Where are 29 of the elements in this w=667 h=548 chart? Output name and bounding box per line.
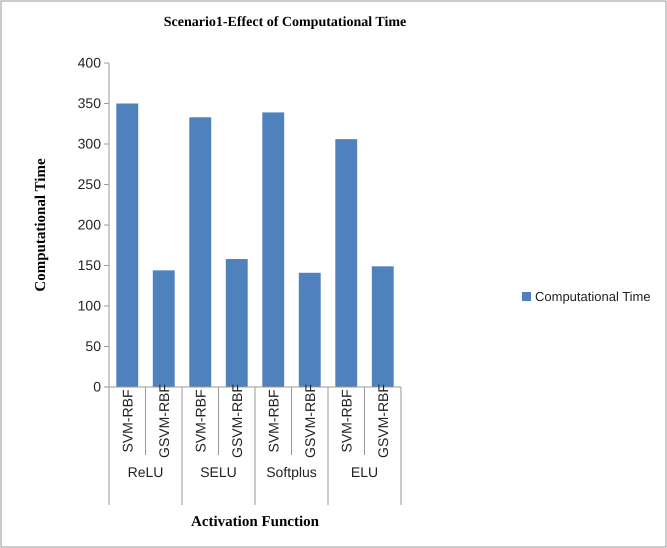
y-tick-label: 300 <box>78 135 102 152</box>
text: Softplus <box>266 464 317 480</box>
bar <box>262 112 284 387</box>
text: SELU <box>200 464 237 480</box>
x-tick-label: SVM-RBF <box>119 390 136 452</box>
x-tick-label: GSVM-RBF <box>374 384 391 458</box>
y-tick-label: 100 <box>78 297 102 314</box>
text: ReLU <box>128 464 164 480</box>
y-tick-label: 150 <box>78 256 102 273</box>
y-tick-label: 350 <box>78 94 102 111</box>
chart-title: Scenario1-Effect of Computational Time <box>164 15 406 30</box>
y-tick-label: 50 <box>85 338 102 354</box>
x-tick-label: GSVM-RBF <box>228 384 245 458</box>
x-tick-label: GSVM-RBF <box>302 384 318 458</box>
x-tick-label: SVM-RBF <box>265 390 282 452</box>
bar <box>189 117 212 387</box>
bar <box>335 139 358 387</box>
y-tick-label: 0 <box>93 378 102 394</box>
x-tick-label: GSVM-RBF <box>156 384 172 458</box>
x-axis-title: Activation Function <box>191 514 320 530</box>
y-tick-label: 250 <box>78 176 102 192</box>
x-tick-label: SVM-RBF <box>192 390 208 452</box>
text: ELU <box>350 464 378 480</box>
y-tick-label: 200 <box>78 216 102 232</box>
x-tick-label: SVM-RBF <box>338 390 354 452</box>
y-tick-label: 400 <box>78 54 102 70</box>
legend-label: Computational Time <box>535 289 651 304</box>
bar <box>116 104 138 387</box>
y-axis-title: Computational Time <box>33 158 49 292</box>
